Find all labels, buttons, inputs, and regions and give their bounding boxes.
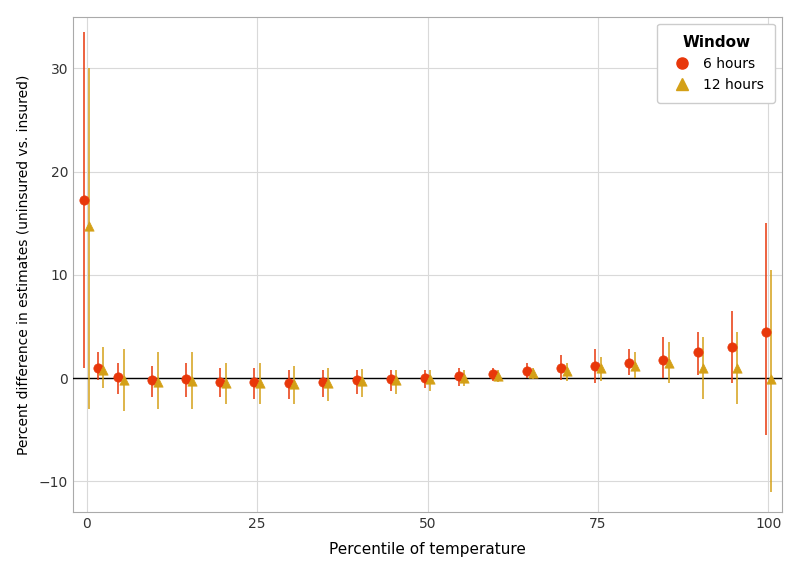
12 hours — [254, 379, 266, 388]
6 hours — [453, 371, 466, 381]
6 hours — [350, 375, 363, 385]
12 hours — [730, 363, 743, 373]
6 hours — [555, 363, 568, 373]
12 hours — [765, 375, 778, 384]
6 hours — [521, 366, 534, 375]
6 hours — [248, 378, 261, 387]
6 hours — [214, 378, 226, 387]
Y-axis label: Percent difference in estimates (uninsured vs. insured): Percent difference in estimates (uninsur… — [17, 74, 30, 455]
6 hours — [384, 375, 397, 384]
Legend: 6 hours, 12 hours: 6 hours, 12 hours — [658, 24, 775, 103]
6 hours — [418, 374, 431, 383]
12 hours — [424, 375, 437, 384]
6 hours — [180, 375, 193, 384]
6 hours — [623, 358, 636, 367]
6 hours — [78, 196, 90, 205]
12 hours — [458, 374, 471, 383]
X-axis label: Percentile of temperature: Percentile of temperature — [329, 542, 526, 557]
6 hours — [657, 355, 670, 364]
12 hours — [492, 371, 505, 381]
6 hours — [112, 373, 125, 382]
12 hours — [662, 358, 675, 367]
12 hours — [560, 366, 573, 375]
12 hours — [697, 363, 710, 373]
12 hours — [219, 379, 232, 388]
6 hours — [726, 343, 738, 352]
6 hours — [282, 379, 295, 388]
12 hours — [526, 369, 539, 378]
6 hours — [589, 361, 602, 370]
12 hours — [151, 378, 164, 387]
12 hours — [629, 361, 642, 370]
6 hours — [316, 378, 329, 387]
12 hours — [356, 377, 369, 386]
6 hours — [91, 363, 104, 373]
12 hours — [390, 375, 402, 385]
12 hours — [97, 365, 110, 374]
12 hours — [117, 375, 130, 385]
6 hours — [691, 348, 704, 357]
6 hours — [759, 327, 772, 336]
12 hours — [322, 379, 334, 388]
12 hours — [287, 380, 300, 389]
6 hours — [146, 375, 158, 385]
12 hours — [186, 377, 198, 386]
6 hours — [486, 370, 499, 379]
12 hours — [594, 363, 607, 373]
12 hours — [83, 222, 96, 231]
